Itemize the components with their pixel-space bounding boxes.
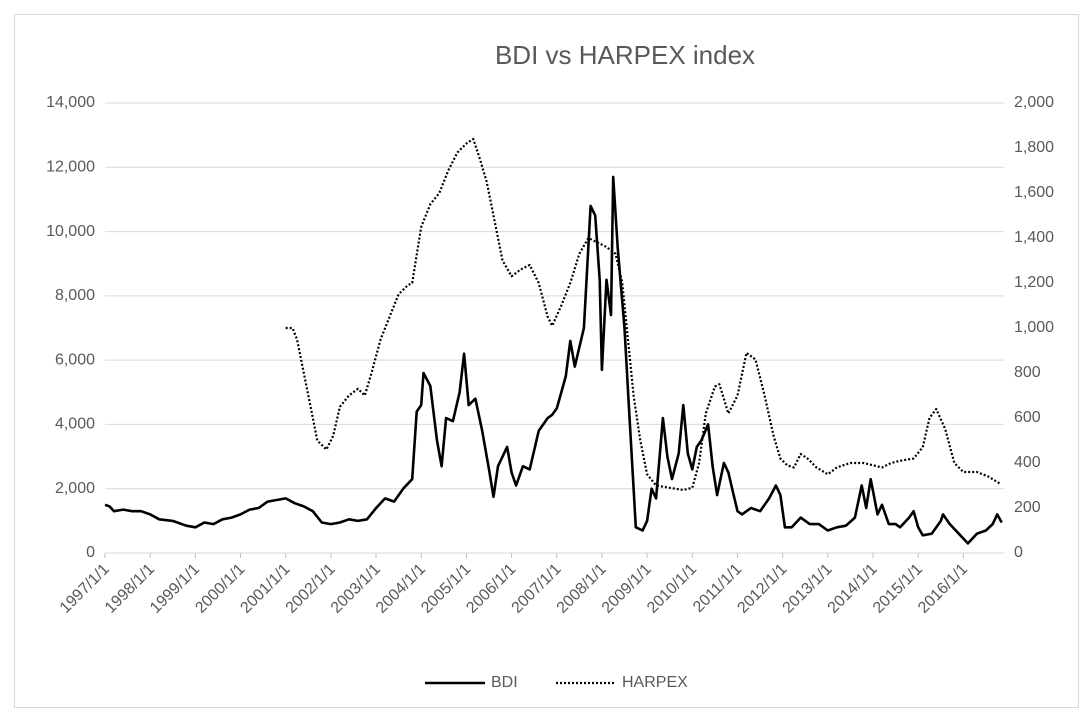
legend-label: BDI bbox=[491, 674, 518, 691]
y-tick-label: 2,000 bbox=[55, 480, 95, 497]
series-line bbox=[285, 137, 1001, 492]
y-tick-label: 12,000 bbox=[46, 159, 95, 176]
chart-title: BDI vs HARPEX index bbox=[495, 40, 755, 70]
y-tick-label: 0 bbox=[86, 544, 95, 561]
y2-tick-label: 1,200 bbox=[1014, 274, 1054, 291]
y-tick-label: 10,000 bbox=[46, 223, 95, 240]
y-tick-label: 8,000 bbox=[55, 287, 95, 304]
y2-tick-label: 600 bbox=[1014, 409, 1041, 426]
y2-tick-label: 200 bbox=[1014, 499, 1041, 516]
y2-tick-label: 1,600 bbox=[1014, 184, 1054, 201]
y2-tick-label: 400 bbox=[1014, 454, 1041, 471]
chart-border bbox=[14, 14, 1079, 708]
series-line bbox=[104, 175, 1003, 545]
y2-tick-label: 800 bbox=[1014, 364, 1041, 381]
legend-label: HARPEX bbox=[622, 674, 688, 691]
y-tick-label: 6,000 bbox=[55, 351, 95, 368]
y-tick-label: 4,000 bbox=[55, 416, 95, 433]
y-tick-label: 14,000 bbox=[46, 94, 95, 111]
y2-tick-label: 2,000 bbox=[1014, 94, 1054, 111]
y2-tick-label: 1,000 bbox=[1014, 319, 1054, 336]
y2-tick-label: 1,800 bbox=[1014, 139, 1054, 156]
y2-tick-label: 0 bbox=[1014, 544, 1023, 561]
y2-tick-label: 1,400 bbox=[1014, 229, 1054, 246]
